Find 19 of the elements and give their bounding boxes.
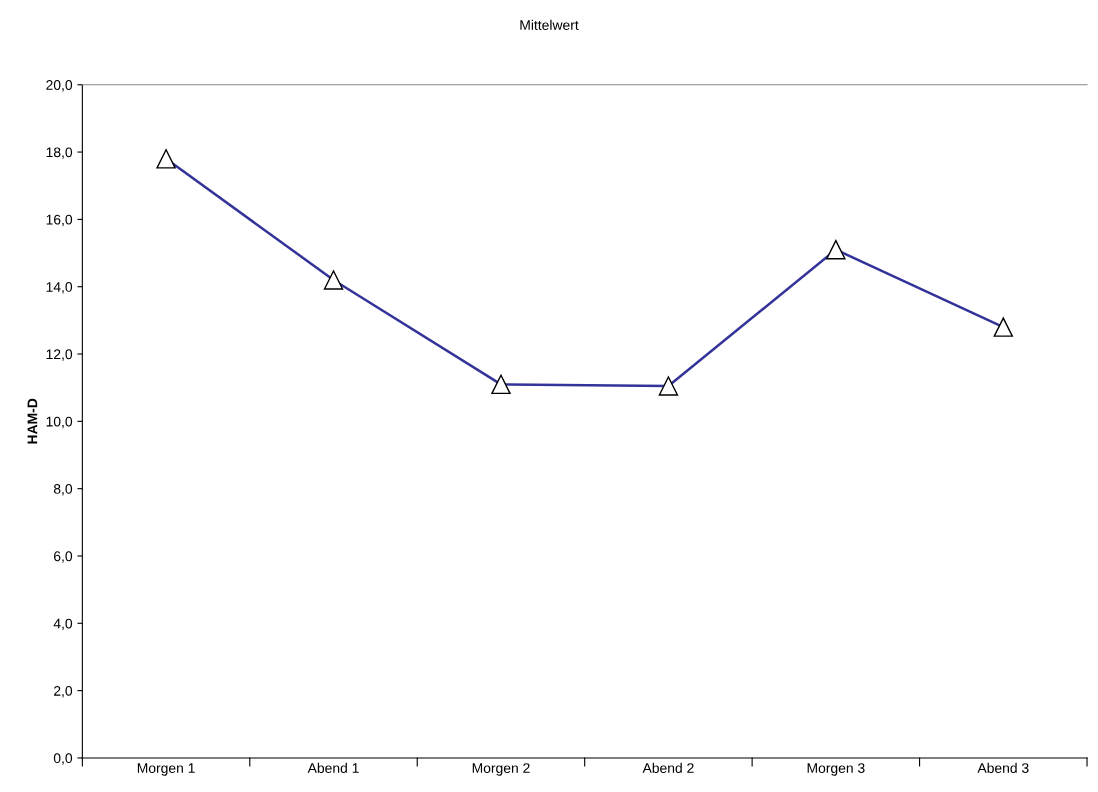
y-tick-label: 12,0 (46, 349, 73, 361)
y-tick-label: 18,0 (46, 147, 73, 159)
x-tick-label: Abend 1 (307, 762, 359, 774)
chart-title: Mittelwert (520, 19, 579, 30)
y-tick-label: 14,0 (46, 282, 73, 294)
y-tick-label: 10,0 (46, 416, 73, 429)
y-tick-label: 4,0 (53, 618, 73, 631)
x-tick-label: Abend 3 (977, 762, 1029, 774)
x-tick-label: Morgen 2 (472, 763, 530, 776)
y-tick-label: 20,0 (46, 80, 73, 92)
x-tick-label: Morgen 1 (137, 763, 195, 776)
y-tick-label: 16,0 (46, 214, 73, 227)
x-tick-label: Morgen 3 (807, 763, 865, 776)
y-tick-label: 8,0 (53, 484, 73, 496)
y-tick-label: 6,0 (54, 551, 73, 563)
y-tick-label: 2,0 (54, 685, 73, 698)
x-tick-label: Abend 2 (642, 762, 694, 774)
y-axis-title: HAM-D (27, 398, 38, 444)
y-tick-label: 0,0 (53, 753, 73, 765)
